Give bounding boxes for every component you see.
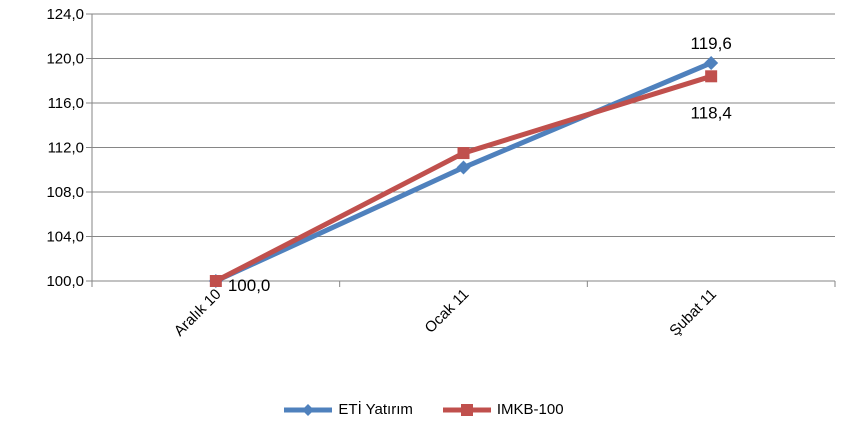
legend: ETİ Yatırım IMKB-100 (0, 401, 846, 418)
data-labels: 100,0 119,6 118,4 (228, 34, 732, 295)
data-point-diamond (704, 55, 719, 70)
y-tick-label: 112,0 (48, 140, 84, 157)
data-label: 119,6 (691, 34, 732, 53)
x-tick-label: Şubat 11 (666, 286, 720, 340)
data-label: 100,0 (228, 276, 271, 295)
legend-label-eti: ETİ Yatırım (338, 401, 413, 418)
data-label: 118,4 (691, 103, 732, 122)
series-lines (208, 55, 719, 288)
data-point-diamond (456, 160, 471, 175)
legend-marker-imkb (442, 403, 491, 416)
series-line-1 (214, 73, 712, 284)
y-tick-label: 104,0 (46, 229, 84, 246)
y-tick-label: 120,0 (46, 51, 84, 68)
data-point-square (705, 70, 718, 83)
y-tick-label: 116,0 (48, 95, 84, 112)
y-tick-label: 100,0 (46, 273, 84, 290)
x-tick-label: Aralık 10 (171, 286, 225, 340)
line-chart: 100,0 104,0 108,0 112,0 116,0 120,0 124,0 Aral… (46, 6, 836, 340)
legend-label-imkb: IMKB-100 (496, 401, 564, 418)
legend-item-imkb[interactable]: IMKB-100 (441, 401, 564, 418)
gridlines (86, 13, 836, 287)
y-tick-label: 108,0 (46, 184, 84, 201)
legend-marker-eti (284, 403, 333, 416)
legend-item-eti[interactable]: ETİ Yatırım (282, 401, 413, 418)
y-axis-ticks: 100,0 104,0 108,0 112,0 116,0 120,0 124,0 (46, 6, 84, 290)
data-point-square (209, 275, 222, 287)
x-tick-label: Ocak 11 (422, 286, 473, 337)
y-tick-label: 124,0 (46, 6, 84, 23)
data-point-square (457, 147, 470, 160)
